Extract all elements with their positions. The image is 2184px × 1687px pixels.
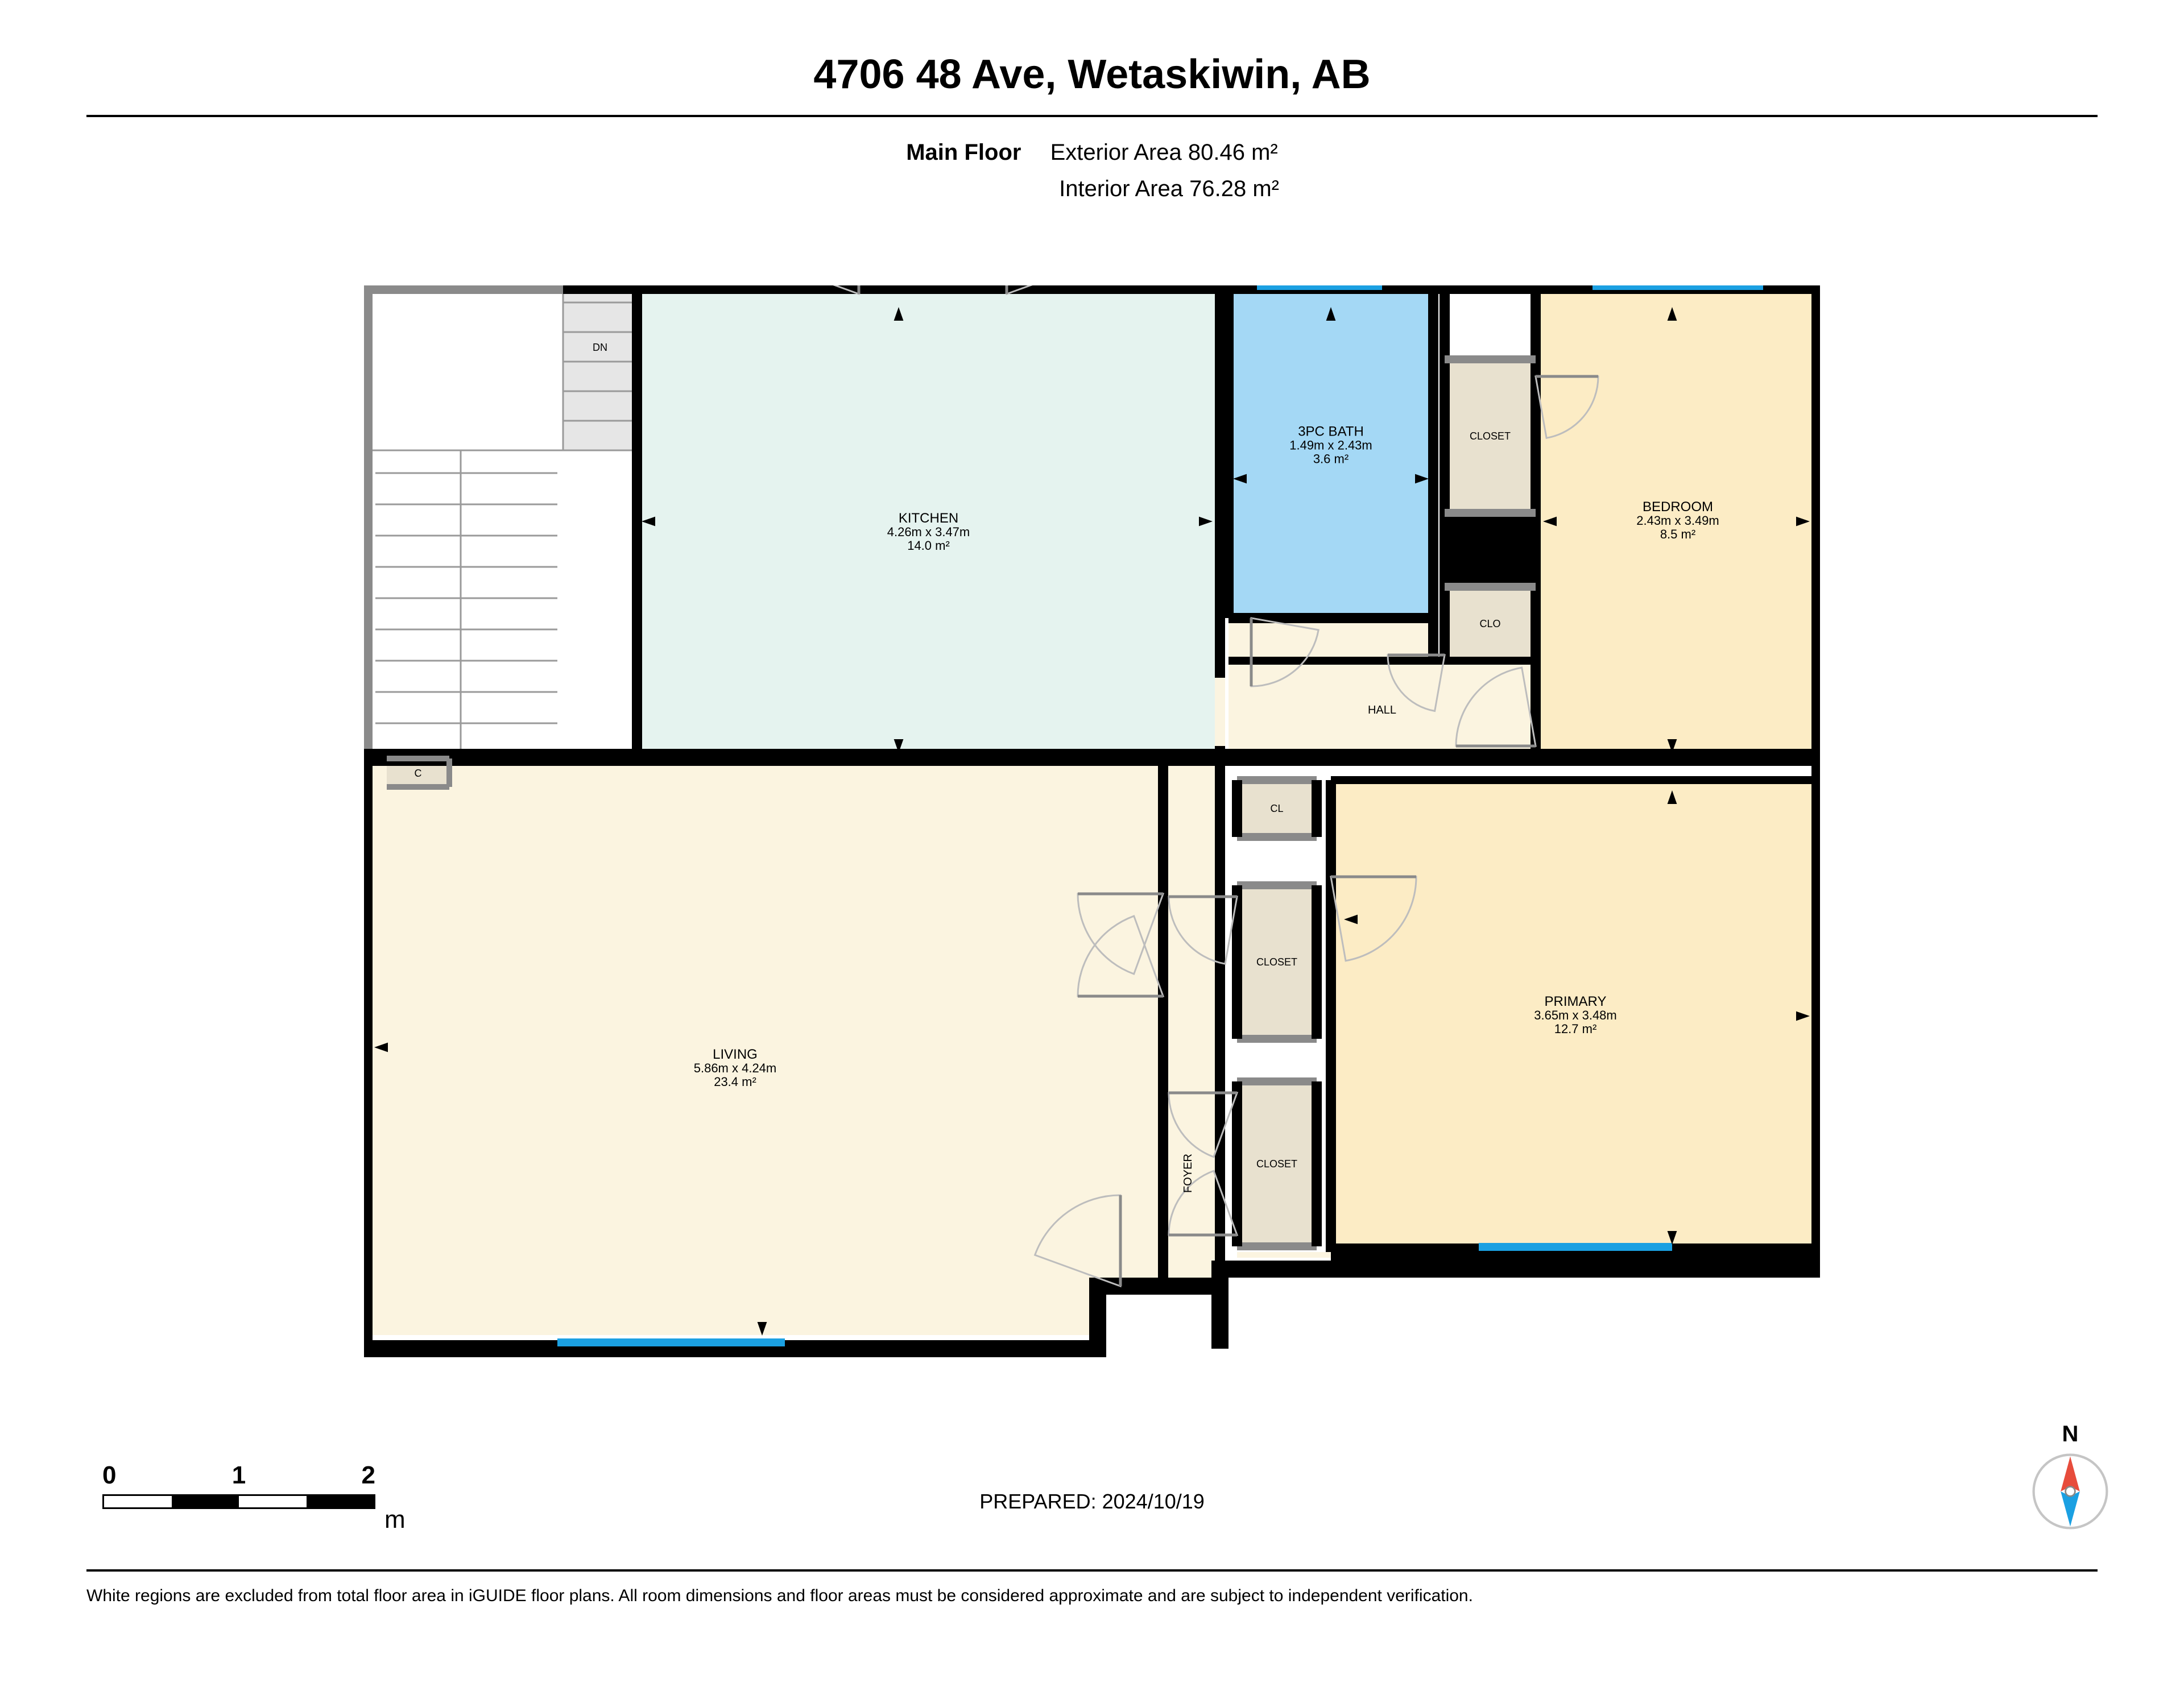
- disclaimer: White regions are excluded from total fl…: [86, 1586, 2098, 1606]
- kitchen-dim: 4.26m x 3.47m: [887, 525, 970, 539]
- subheader: Main Floor Exterior Area 80.46 m² Interi…: [86, 134, 2098, 207]
- living-dim: 5.86m x 4.24m: [694, 1061, 777, 1075]
- c-name: C: [415, 768, 422, 779]
- compass: N: [2025, 1421, 2116, 1534]
- scale-0: 0: [102, 1461, 116, 1490]
- dn-name: DN: [593, 342, 607, 353]
- living-name: LIVING: [713, 1047, 758, 1062]
- primary-dim: 3.65m x 3.48m: [1534, 1008, 1617, 1022]
- bath-dim: 1.49m x 2.43m: [1289, 438, 1372, 453]
- kitchen-name: KITCHEN: [899, 511, 958, 526]
- cl-name: CL: [1270, 803, 1283, 814]
- scale-1: 1: [232, 1461, 246, 1490]
- bedroom-dim: 2.43m x 3.49m: [1636, 513, 1719, 528]
- compass-north: N: [2025, 1421, 2116, 1447]
- prepared-date: PREPARED: 2024/10/19: [0, 1490, 2184, 1514]
- kitchen-area: 14.0 m²: [907, 538, 950, 553]
- clo-name: CLO: [1479, 618, 1500, 629]
- closet3-name: CLOSET: [1256, 1158, 1297, 1170]
- bath-area: 3.6 m²: [1313, 452, 1349, 466]
- scale-2: 2: [362, 1461, 375, 1490]
- interior-area: Interior Area 76.28 m²: [1059, 176, 1279, 201]
- foyer-name: FOYER: [1182, 1154, 1194, 1193]
- entry-notch: [1098, 1286, 1220, 1349]
- hall-name: HALL: [1368, 704, 1396, 716]
- window: [557, 1338, 785, 1346]
- closet-br-name: CLOSET: [1470, 430, 1511, 442]
- stair-landing: [563, 285, 637, 450]
- window: [1592, 285, 1763, 290]
- page-title: 4706 48 Ave, Wetaskiwin, AB: [86, 51, 2098, 98]
- bedroom-name: BEDROOM: [1643, 499, 1713, 515]
- window: [1479, 1243, 1672, 1251]
- bath-name: 3PC BATH: [1298, 424, 1364, 440]
- exterior-area: Exterior Area 80.46 m²: [1050, 140, 1278, 165]
- window: [1257, 285, 1382, 290]
- living-area: 23.4 m²: [714, 1075, 756, 1089]
- compass-icon: [2030, 1452, 2110, 1531]
- floor-plan-svg: KITCHEN4.26m x 3.47m14.0 m² 3PC BATH1.49m…: [364, 285, 1820, 1383]
- bedroom-area: 8.5 m²: [1660, 527, 1695, 541]
- floor-label: Main Floor: [906, 140, 1021, 165]
- living-fill: [364, 757, 1163, 1335]
- black-block: [1445, 513, 1536, 587]
- floor-plan: KITCHEN4.26m x 3.47m14.0 m² 3PC BATH1.49m…: [364, 285, 1820, 1383]
- foyer-fill: [1163, 757, 1220, 1335]
- primary-name: PRIMARY: [1545, 994, 1607, 1009]
- closet2-name: CLOSET: [1256, 956, 1297, 968]
- bottom-rule: [86, 1569, 2098, 1572]
- top-rule: [86, 115, 2098, 117]
- primary-area: 12.7 m²: [1554, 1022, 1597, 1036]
- page: 4706 48 Ave, Wetaskiwin, AB Main Floor E…: [86, 51, 2098, 207]
